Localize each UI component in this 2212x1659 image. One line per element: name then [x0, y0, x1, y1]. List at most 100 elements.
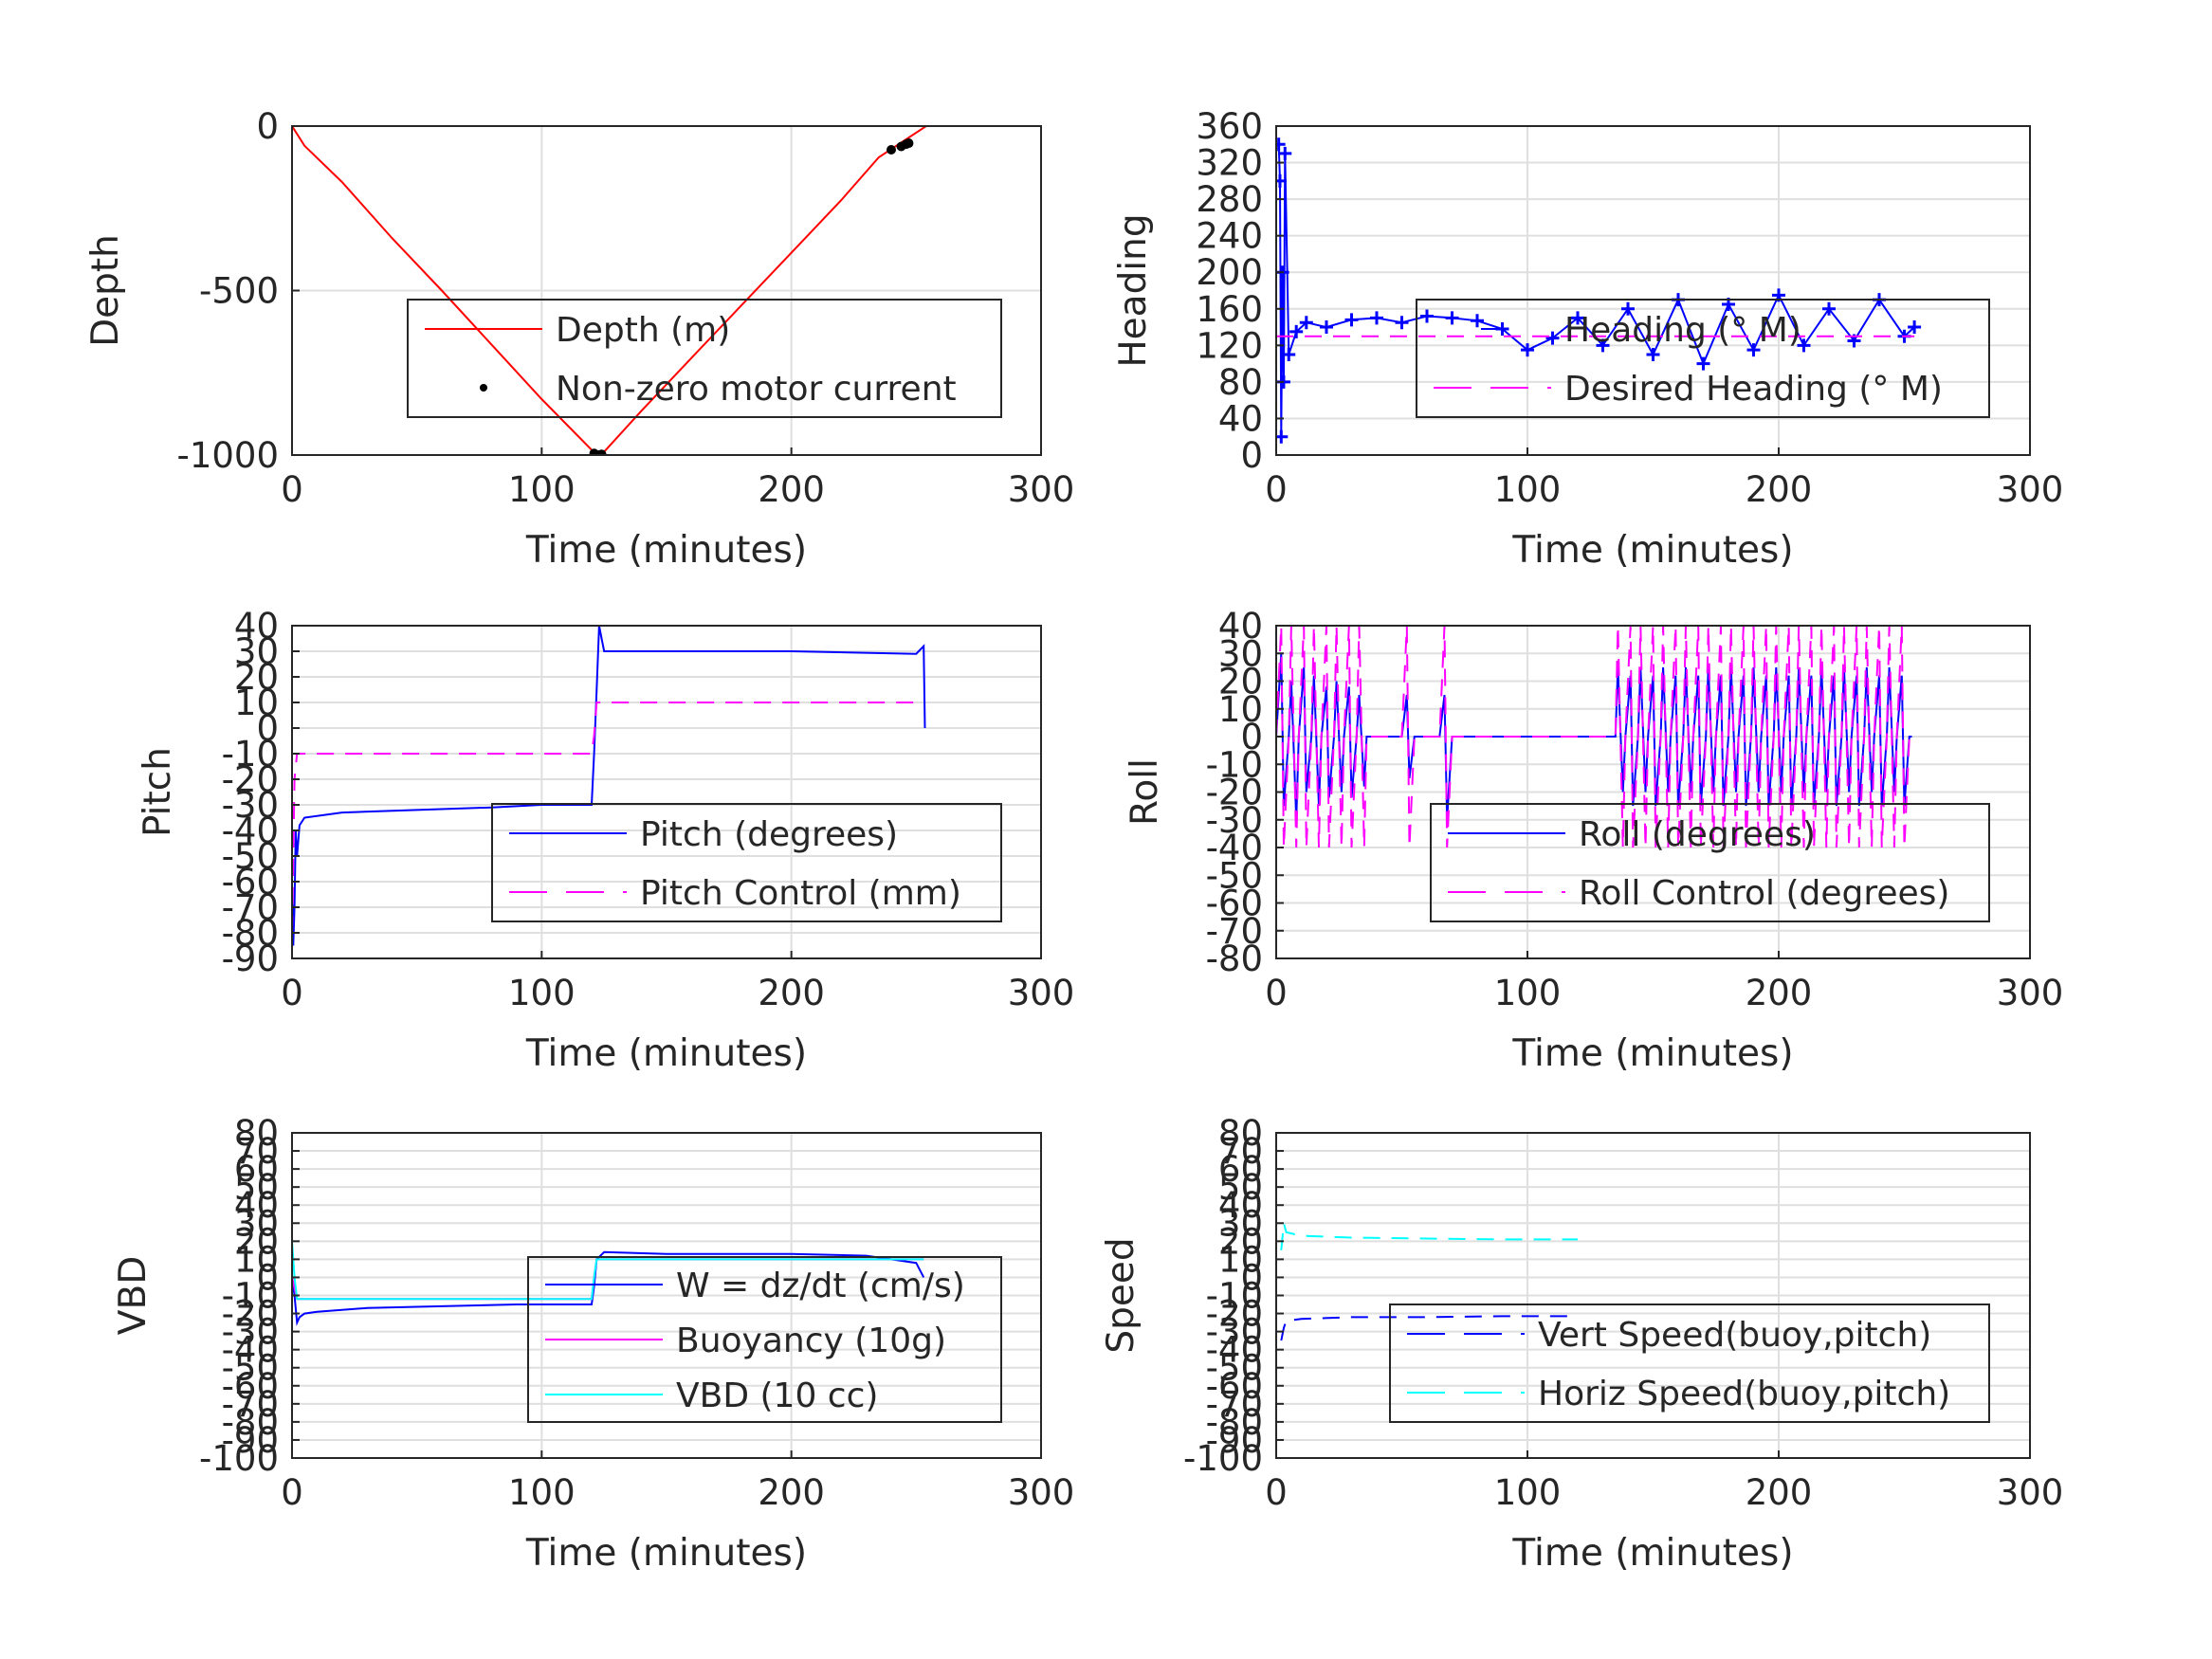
y-tick-label: -40 [222, 811, 279, 851]
y-tick-label: 70 [234, 1131, 279, 1172]
data-point [887, 144, 896, 155]
y-tick-label: -1000 [176, 435, 279, 476]
x-tick-label: 200 [1746, 469, 1813, 510]
y-tick-label: 40 [234, 606, 279, 647]
data-point [596, 449, 607, 455]
y-tick-label: 320 [1196, 143, 1263, 184]
legend-label: Horiz Speed(buoy,pitch) [1538, 1375, 1950, 1413]
x-tick-label: 0 [281, 469, 303, 510]
y-tick-label: 60 [234, 1149, 279, 1190]
y-tick-label: 0 [1240, 717, 1263, 757]
y-tick-label: -50 [1206, 855, 1263, 896]
y-tick-label: 20 [1218, 662, 1263, 702]
x-tick-label: 100 [1494, 973, 1562, 1013]
series-vert-speed-buoy-pitch-line [1280, 1315, 1578, 1341]
plot-area [1276, 126, 2030, 455]
y-tick-label: -70 [1206, 911, 1263, 952]
y-tick-label: -80 [1206, 1402, 1263, 1443]
y-tick-label: 200 [1196, 252, 1263, 293]
y-tick-label: -50 [1206, 1348, 1263, 1389]
series-vbd-10-cc-line [292, 1241, 924, 1301]
y-tick-label: 160 [1196, 289, 1263, 330]
y-tick-label: 0 [1240, 435, 1263, 476]
legend-box [527, 1256, 1002, 1423]
y-tick-label: 120 [1196, 325, 1263, 366]
legend-box [1430, 803, 1990, 922]
y-tick-label: -500 [199, 271, 279, 312]
x-tick-label: 200 [1746, 1472, 1813, 1513]
y-tick-label: -60 [222, 1366, 279, 1407]
x-tick-label: 300 [1997, 1472, 2064, 1513]
legend-label: Pitch (degrees) [640, 815, 898, 854]
x-tick-label: 0 [281, 1472, 303, 1513]
legend-label: Depth (m) [556, 311, 730, 350]
y-axis-label: Heading [1112, 213, 1155, 367]
x-tick-label: 100 [1494, 1472, 1562, 1513]
y-tick-label: 80 [1218, 362, 1263, 403]
y-tick-label: 40 [234, 1185, 279, 1226]
y-tick-label: -50 [222, 1348, 279, 1389]
y-tick-label: -10 [222, 1276, 279, 1317]
x-axis-label: Time (minutes) [1511, 1532, 1793, 1575]
y-tick-label: -60 [1206, 1366, 1263, 1407]
series-w-dz-dt-cm-s-line [292, 1250, 925, 1326]
x-tick-label: 0 [281, 973, 303, 1013]
legend-box [1416, 299, 1990, 418]
x-tick-label: 300 [1008, 1472, 1075, 1513]
y-tick-label: -20 [222, 759, 279, 800]
y-tick-label: -30 [222, 785, 279, 826]
x-axis-label: Time (minutes) [1511, 529, 1793, 572]
y-tick-label: 30 [1218, 1203, 1263, 1244]
x-tick-label: 0 [1265, 1472, 1288, 1513]
panel-speed: 0 100 200 300-100-90-80-70-60-50-40-30-20-1… [1100, 1113, 2063, 1575]
legend-label: VBD (10 cc) [676, 1376, 878, 1415]
y-tick-label: 10 [234, 683, 279, 723]
y-tick-label: 360 [1196, 106, 1263, 147]
panel-depth: 0 100 200 300 0 -500 -1000 Time (minutes) Depth D… [84, 106, 1074, 572]
y-tick-label: 50 [1218, 1167, 1263, 1208]
y-axis-label: Depth [84, 234, 127, 347]
y-tick-label: -70 [222, 887, 279, 928]
y-tick-label: 30 [234, 631, 279, 672]
x-axis-label: Time (minutes) [1511, 1032, 1793, 1075]
y-tick-label: -40 [222, 1330, 279, 1371]
y-tick-label: 0 [256, 106, 279, 147]
panel-heading: 0 100 200 30004080120160200240280320360Time… [1112, 106, 2063, 572]
series-roll-control-degrees-line [1276, 626, 1912, 848]
y-axis-label: Pitch [137, 747, 179, 837]
y-tick-label: 30 [1218, 633, 1263, 674]
y-tick-label: 50 [234, 1167, 279, 1208]
x-tick-label: 200 [758, 973, 825, 1013]
x-tick-label: 0 [1265, 469, 1288, 510]
y-tick-label: -60 [222, 862, 279, 902]
y-tick-label: -10 [1206, 744, 1263, 785]
data-point [1908, 320, 1922, 335]
x-tick-label: 100 [508, 469, 576, 510]
data-layer [1280, 1223, 1578, 1341]
y-tick-label: 0 [256, 708, 279, 749]
y-tick-label: 20 [1218, 1221, 1263, 1262]
data-point [904, 138, 914, 149]
y-tick-label: 20 [234, 657, 279, 698]
legend-label: Roll Control (degrees) [1579, 874, 1949, 913]
legend-label: Roll (degrees) [1579, 815, 1816, 854]
legend-label: Pitch Control (mm) [640, 874, 961, 913]
y-tick-label: -30 [1206, 800, 1263, 841]
legend-label: Heading (° M) [1564, 311, 1801, 350]
legend-box [407, 299, 1002, 418]
legend-label: Non-zero motor current [556, 370, 957, 409]
x-tick-label: 200 [758, 469, 825, 510]
y-tick-label: 10 [1218, 1239, 1263, 1280]
x-tick-label: 300 [1008, 973, 1075, 1013]
x-tick-label: 100 [508, 973, 576, 1013]
data-layer [292, 126, 927, 455]
x-tick-label: 300 [1997, 469, 2064, 510]
y-tick-label: -80 [1206, 939, 1263, 979]
y-axis-label: Roll [1124, 758, 1166, 826]
y-tick-label: 40 [1218, 606, 1263, 647]
legend-label: Buoyancy (10g) [676, 1322, 946, 1360]
legend-label: Desired Heading (° M) [1564, 370, 1943, 409]
y-tick-label: -20 [1206, 1294, 1263, 1335]
y-tick-label: 80 [234, 1113, 279, 1154]
x-axis-label: Time (minutes) [525, 1532, 807, 1575]
